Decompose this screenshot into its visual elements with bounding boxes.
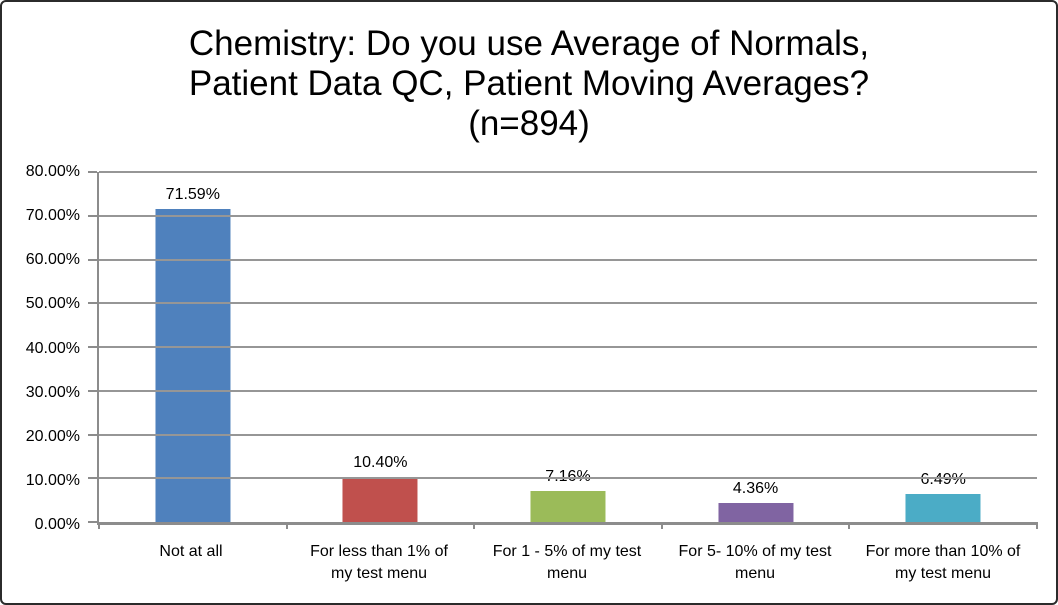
gridline [99, 171, 1037, 173]
y-axis-tick [88, 521, 97, 523]
y-axis: 0.00% 10.00% 20.00% 30.00% 40.00% 50.00% 60.00… [2, 163, 80, 533]
x-axis-tick [660, 522, 663, 529]
x-axis-tick [285, 522, 288, 529]
x-axis-tick [1036, 522, 1038, 529]
bar-cell: 7.16% [474, 172, 662, 522]
y-axis-tick [88, 302, 97, 305]
bar-value-label: 71.59% [165, 185, 220, 203]
x-axis: Not at all For less than 1% of my test men… [97, 541, 1037, 585]
y-axis-tick [88, 214, 97, 217]
y-axis-tick [88, 477, 97, 480]
x-axis-category-label: For less than 1% of my test menu [310, 543, 448, 582]
y-axis-tick [88, 258, 97, 261]
y-axis-tick [88, 171, 97, 173]
bars-row: 71.59% 10.40% 7.16% 4.36% 6.49% [99, 172, 1037, 522]
gridline [99, 346, 1037, 348]
y-axis-tick-label: 40.00% [25, 339, 80, 357]
x-axis-category-label: Not at all [159, 543, 223, 560]
bar-value-label: 7.16% [545, 467, 591, 485]
gridline [99, 258, 1037, 261]
bar-cell: 10.40% [287, 172, 475, 522]
y-axis-tick-label: 80.00% [25, 163, 80, 180]
bar-cell: 4.36% [662, 172, 850, 522]
chart-title-line-3: (n=894) [468, 104, 590, 143]
gridline [99, 214, 1037, 217]
y-axis-tick [88, 346, 97, 348]
gridline [99, 433, 1037, 436]
gridline [99, 302, 1037, 305]
y-axis-tick-label: 0.00% [34, 516, 80, 533]
x-axis-tick [473, 522, 476, 529]
chart-title-line-2: Patient Data QC, Patient Moving Averages… [188, 64, 870, 103]
bar-value-label: 10.40% [353, 453, 408, 471]
x-axis-category-label: For 5- 10% of my test menu [678, 543, 832, 582]
y-axis-tick-label: 50.00% [25, 295, 80, 313]
bar [905, 493, 981, 522]
bar [342, 476, 418, 522]
bar-value-label: 4.36% [732, 479, 779, 497]
x-axis-category-label: For more than 10% of my test menu [865, 543, 1021, 582]
gridline [99, 389, 1037, 392]
chart-title: Chemistry: Do you use Average of Normals… [2, 24, 1056, 144]
y-axis-tick-label: 20.00% [25, 427, 80, 445]
x-axis-category-label: For 1 - 5% of my test menu [492, 543, 642, 582]
bar [530, 490, 606, 522]
y-axis-tick-label: 60.00% [25, 251, 80, 269]
y-axis-tick-label: 30.00% [25, 383, 80, 401]
y-axis-tick [88, 389, 97, 392]
bar [718, 502, 794, 522]
bar-value-label: 6.49% [920, 471, 965, 489]
plot-area: 71.59% 10.40% 7.16% 4.36% 6.49% [88, 171, 1038, 529]
chart-title-line-1: Chemistry: Do you use Average of Normals… [188, 24, 870, 63]
y-axis-tick-label: 70.00% [25, 207, 80, 225]
y-axis-tick [88, 433, 97, 436]
y-axis-tick-label: 10.00% [25, 471, 80, 489]
bar-cell: 71.59% [99, 172, 287, 522]
bar [155, 208, 231, 522]
x-axis-tick [848, 522, 851, 529]
x-axis-tick [98, 522, 100, 529]
gridline [99, 477, 1037, 480]
